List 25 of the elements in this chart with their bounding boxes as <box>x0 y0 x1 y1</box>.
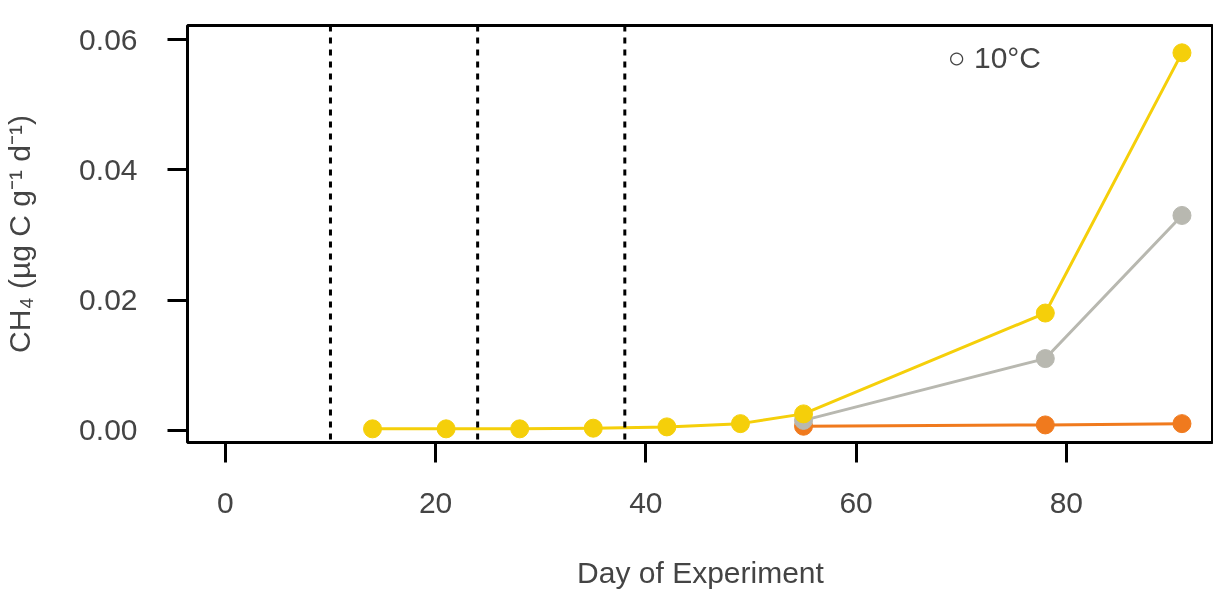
point <box>1172 205 1192 225</box>
point <box>510 419 530 439</box>
point <box>794 404 814 424</box>
annotation: ○ 10°C <box>947 41 1041 74</box>
x-tick-label: 40 <box>629 485 663 519</box>
y-tick-label: 0.06 <box>79 22 138 56</box>
y-tick-label: 0.02 <box>79 283 138 317</box>
point <box>1035 303 1055 323</box>
point <box>436 419 456 439</box>
point <box>657 417 677 437</box>
y-tick-label: 0.00 <box>79 413 138 447</box>
point <box>1172 43 1192 63</box>
y-axis-title: CH₄ (µg C g⁻¹ d⁻¹) <box>3 115 37 353</box>
point <box>363 419 383 439</box>
x-tick-label: 60 <box>839 485 873 519</box>
point <box>1035 415 1055 435</box>
x-tick-label: 80 <box>1049 485 1084 519</box>
x-axis-title: Day of Experiment <box>577 555 825 589</box>
point <box>1172 414 1192 434</box>
point <box>730 414 750 434</box>
x-tick-label: 0 <box>217 485 234 519</box>
y-tick-label: 0.04 <box>79 152 138 186</box>
point <box>1035 349 1055 369</box>
x-tick-label: 20 <box>418 485 453 519</box>
point <box>583 418 603 438</box>
